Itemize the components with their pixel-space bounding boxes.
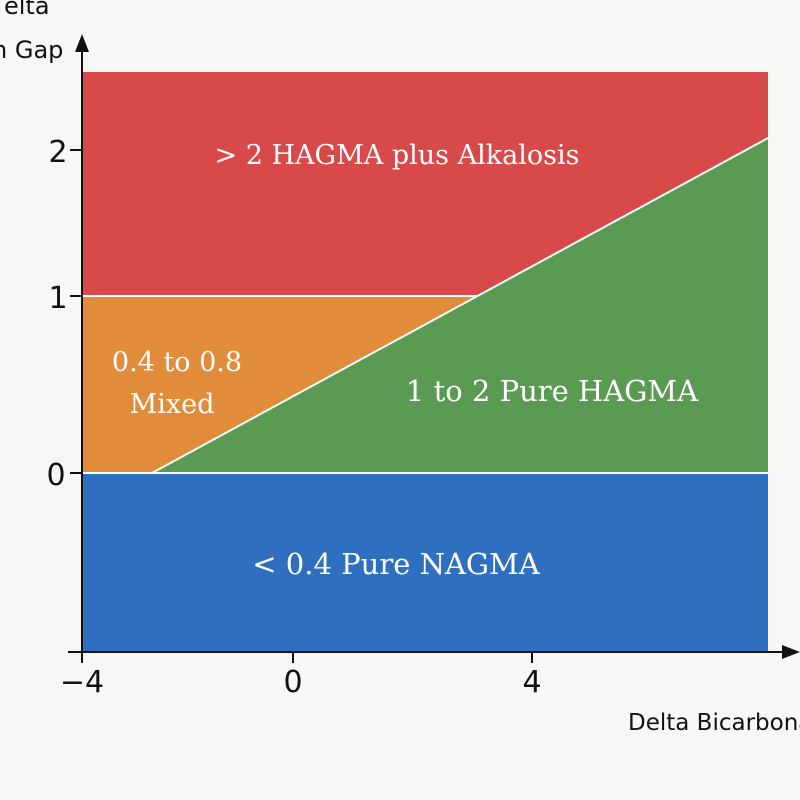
label-hagma-plus-alkalosis: > 2 HAGMA plus Alkalosis bbox=[215, 140, 580, 171]
label-mixed-line1: 0.4 to 0.8 bbox=[112, 347, 242, 378]
y-tick-label-2: 2 bbox=[48, 135, 67, 170]
label-pure-hagma: 1 to 2 Pure HAGMA bbox=[406, 374, 699, 408]
x-tick-label-4: 4 bbox=[522, 665, 541, 700]
y-tick-label-1: 1 bbox=[48, 281, 67, 316]
y-axis-title-line1: elta bbox=[4, 0, 50, 20]
label-pure-nagma: < 0.4 Pure NAGMA bbox=[252, 547, 540, 581]
region-pure-nagma bbox=[82, 473, 768, 651]
x-tick-label-minus4: −4 bbox=[60, 665, 104, 700]
x-axis-title: Delta Bicarbona bbox=[628, 710, 800, 736]
boundary-diagonal bbox=[151, 137, 769, 474]
x-tick-label-0: 0 bbox=[283, 665, 302, 700]
label-mixed-line2: Mixed bbox=[130, 389, 215, 420]
x-axis-arrow bbox=[782, 645, 800, 659]
y-tick-label-0: 0 bbox=[46, 458, 65, 493]
y-axis-title-line2: n Gap bbox=[0, 36, 63, 64]
y-axis-arrow bbox=[75, 34, 89, 52]
